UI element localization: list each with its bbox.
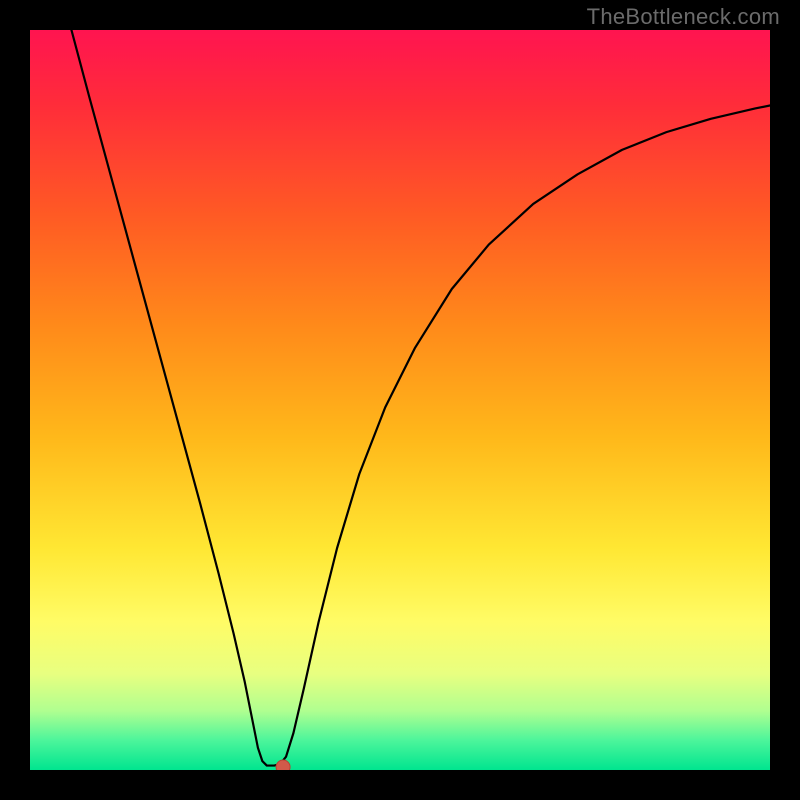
chart-frame: TheBottleneck.com xyxy=(0,0,800,800)
watermark-text: TheBottleneck.com xyxy=(587,4,780,30)
plot-background xyxy=(30,30,770,770)
chart-svg xyxy=(30,30,770,770)
optimum-marker xyxy=(276,760,290,770)
plot-area xyxy=(30,30,770,770)
